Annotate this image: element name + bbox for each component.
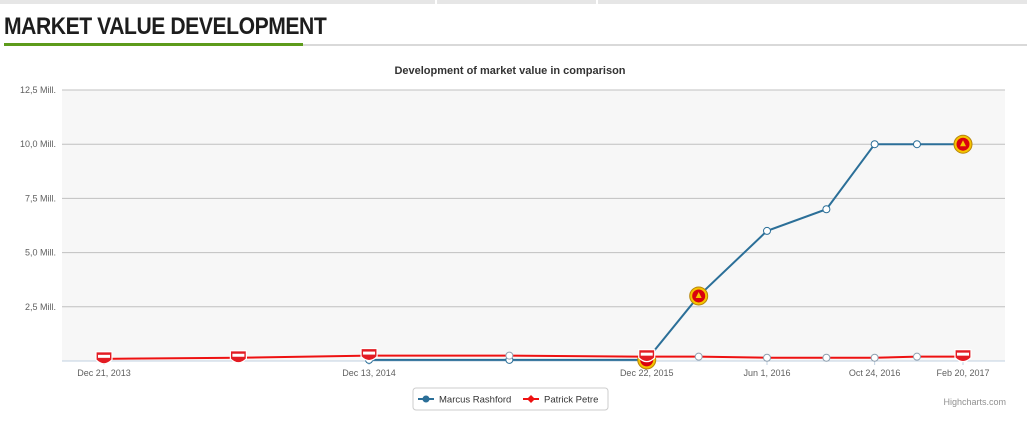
club-crest-icon <box>229 350 247 364</box>
highcharts-credits[interactable]: Highcharts.com <box>943 397 1006 407</box>
section-header: MARKET VALUE DEVELOPMENT <box>4 10 1027 46</box>
data-point[interactable] <box>870 140 879 149</box>
data-point[interactable] <box>505 351 514 360</box>
y-tick-label: 10,0 Mill. <box>20 139 56 149</box>
legend-label-rashford: Marcus Rashford <box>439 395 511 406</box>
title-accent-bar <box>4 43 303 46</box>
section-title: MARKET VALUE DEVELOPMENT <box>4 13 327 40</box>
chart-title: Development of market value in compariso… <box>394 65 625 77</box>
club-crest-icon <box>95 351 113 365</box>
club-crest-icon <box>953 134 973 154</box>
data-point[interactable] <box>912 140 921 149</box>
plot-area <box>62 90 1005 361</box>
club-crest-icon <box>689 286 709 306</box>
x-tick-label: Jun 1, 2016 <box>743 368 790 378</box>
data-point[interactable] <box>912 352 921 361</box>
club-crest-icon <box>360 347 378 362</box>
x-tick-label: Dec 22, 2015 <box>620 368 674 378</box>
x-tick-label: Dec 21, 2013 <box>77 368 131 378</box>
legend-item-petre[interactable]: Patrick Petre <box>523 395 598 406</box>
data-point[interactable] <box>822 205 831 214</box>
data-point[interactable] <box>762 226 771 235</box>
club-crest-icon <box>954 349 972 363</box>
data-point[interactable] <box>694 352 703 361</box>
x-tick-label: Oct 24, 2016 <box>849 368 901 378</box>
legend-marker-petre <box>527 395 535 403</box>
market-value-chart: Development of market value in compariso… <box>20 65 1006 411</box>
legend: Marcus Rashford Patrick Petre <box>412 387 609 411</box>
club-crest-icon <box>638 349 656 363</box>
legend-item-rashford[interactable]: Marcus Rashford <box>418 395 511 406</box>
y-tick-label: 12,5 Mill. <box>20 85 56 95</box>
y-tick-label: 5,0 Mill. <box>25 248 56 258</box>
legend-label-petre: Patrick Petre <box>544 395 598 406</box>
legend-box <box>412 387 609 411</box>
y-tick-label: 2,5 Mill. <box>25 302 56 312</box>
series-patrick-petre <box>95 347 972 365</box>
data-point[interactable] <box>870 353 879 362</box>
top-tab-strip <box>0 0 1027 4</box>
data-point[interactable] <box>822 353 831 362</box>
x-tick-label: Feb 20, 2017 <box>936 368 989 378</box>
y-tick-label: 7,5 Mill. <box>25 193 56 203</box>
data-point[interactable] <box>762 353 771 362</box>
x-tick-label: Dec 13, 2014 <box>342 368 396 378</box>
legend-marker-rashford <box>422 395 430 403</box>
